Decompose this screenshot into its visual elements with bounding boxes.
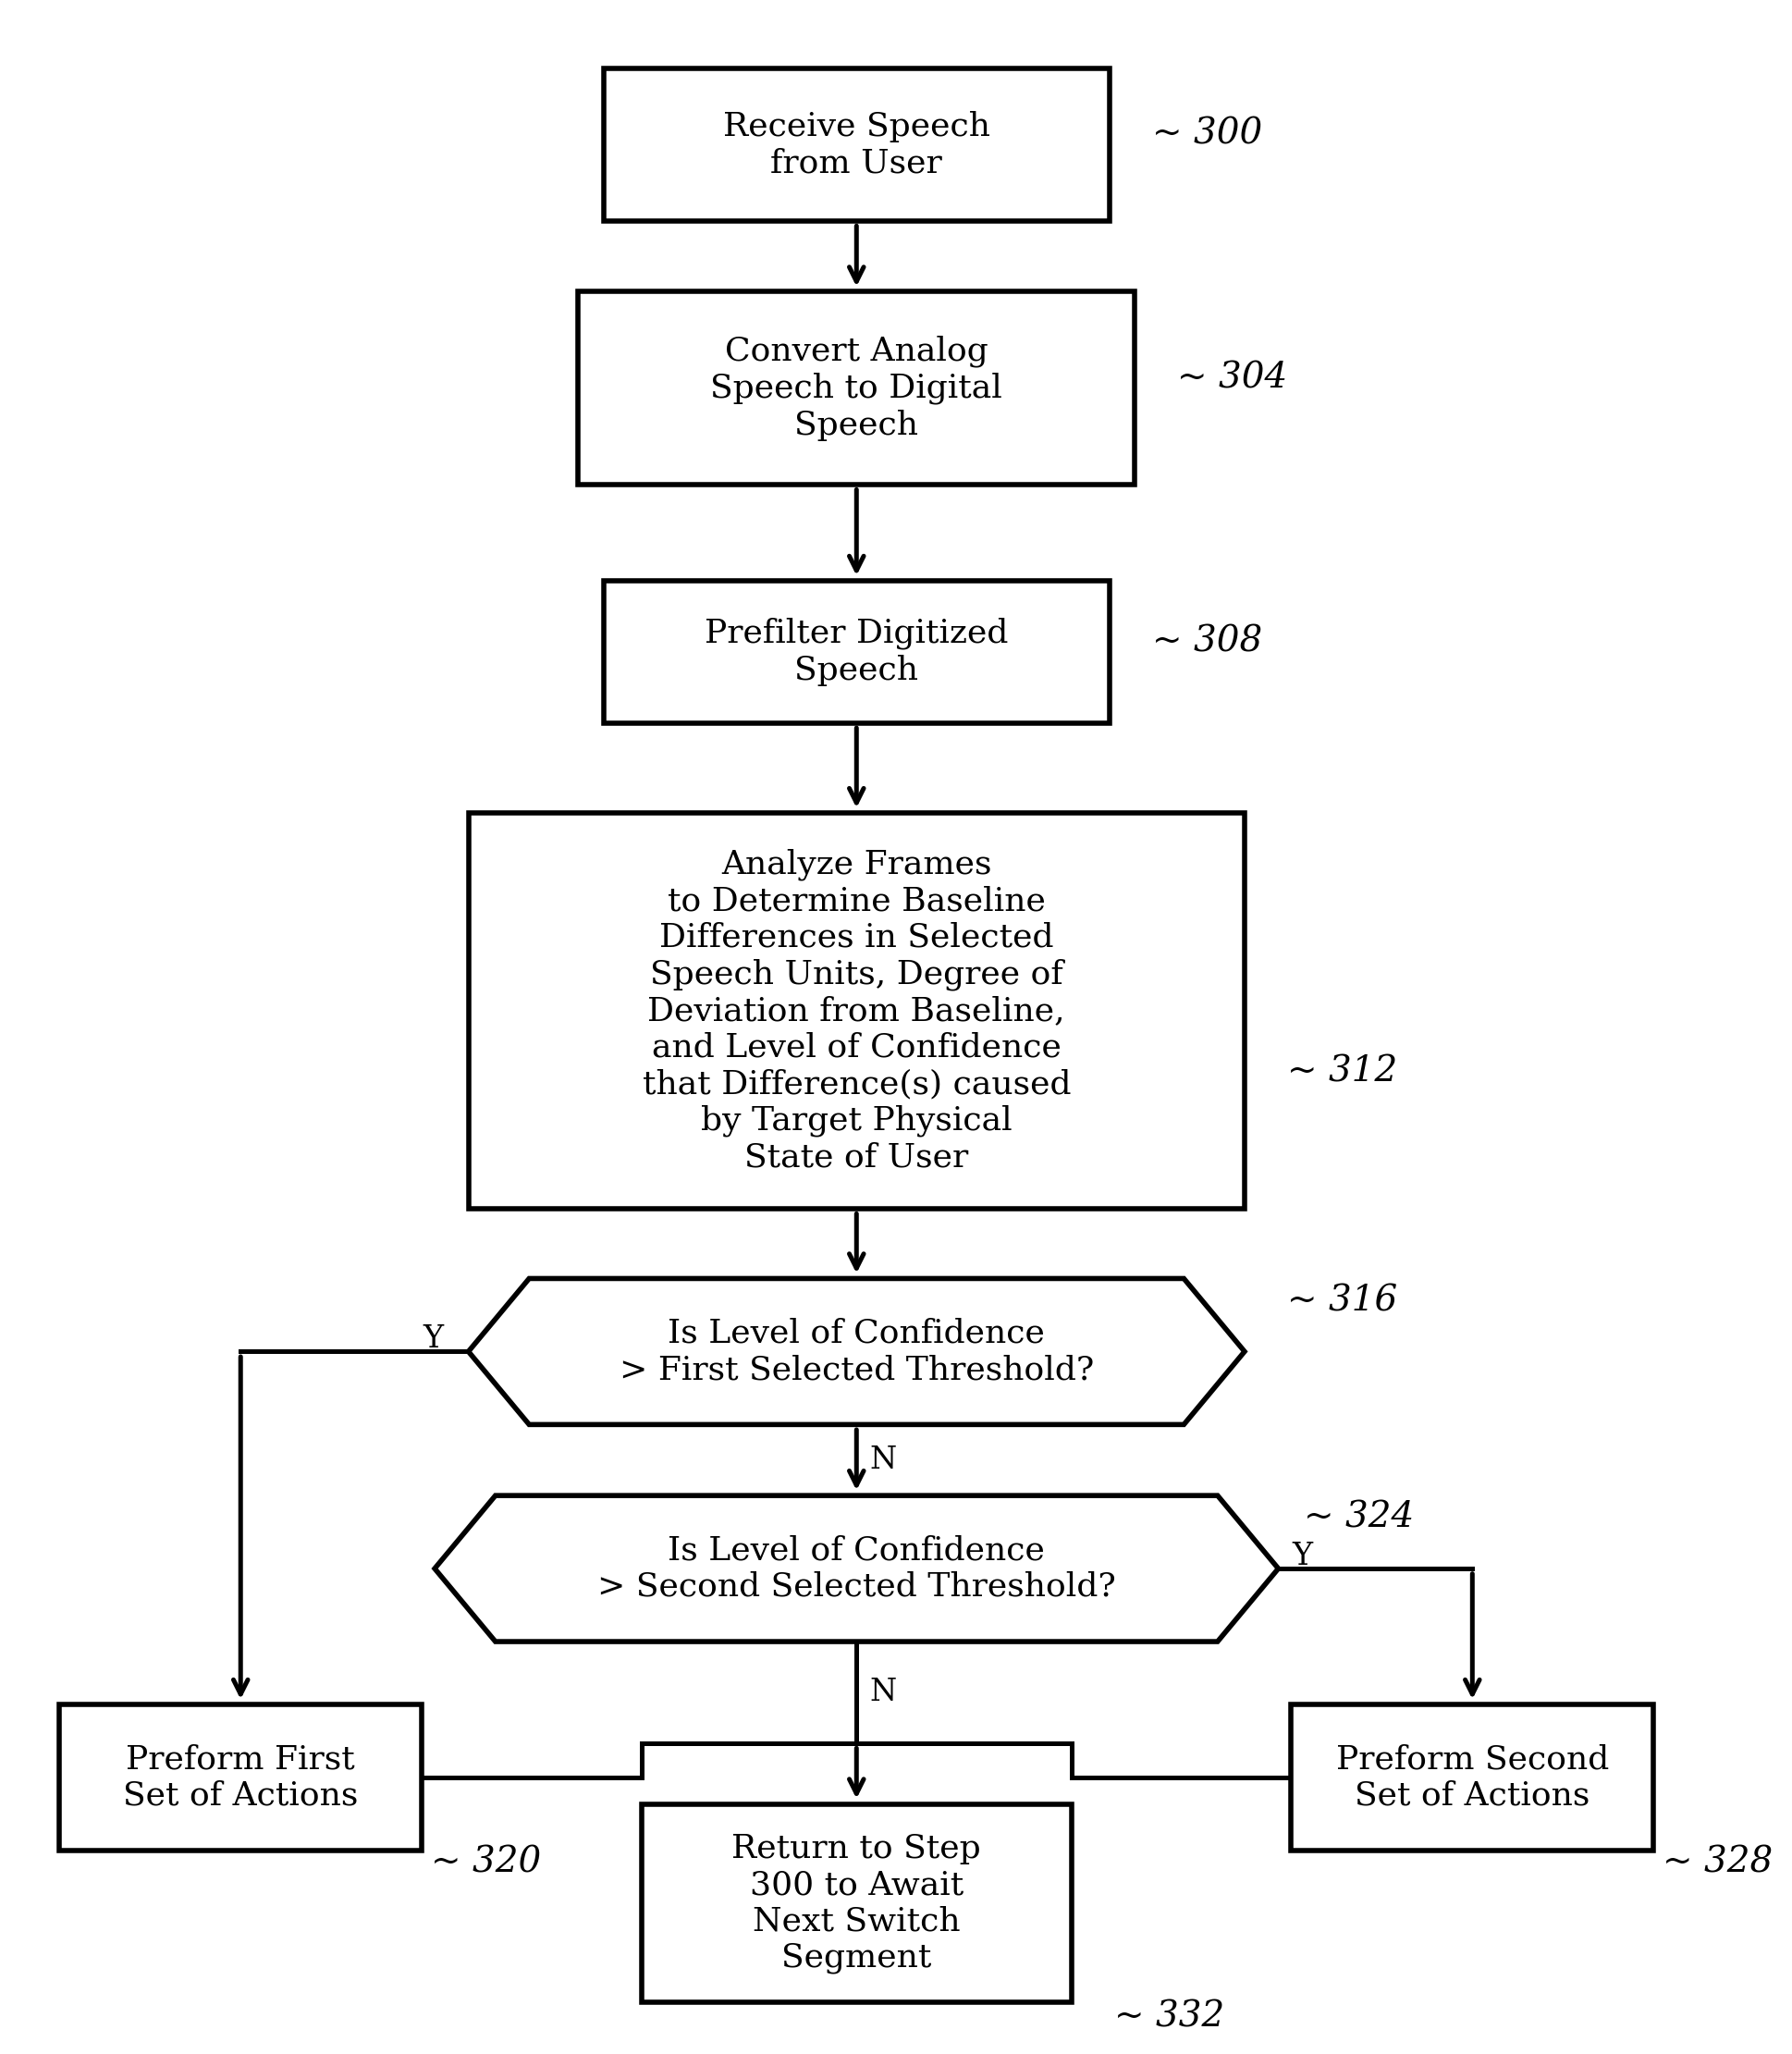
Text: ~ 308: ~ 308 [1152,624,1262,659]
Text: Preform First
Set of Actions: Preform First Set of Actions [124,1744,358,1812]
Text: N: N [869,1446,898,1475]
Text: ~ 304: ~ 304 [1177,362,1287,394]
Text: ~ 320: ~ 320 [430,1847,541,1879]
Text: ~ 316: ~ 316 [1287,1284,1398,1319]
Text: Preform Second
Set of Actions: Preform Second Set of Actions [1335,1744,1609,1812]
FancyBboxPatch shape [579,292,1134,485]
Text: Y: Y [1292,1543,1312,1571]
Text: Analyze Frames
to Determine Baseline
Differences in Selected
Speech Units, Degre: Analyze Frames to Determine Baseline Dif… [642,848,1072,1173]
Text: Is Level of Confidence
> First Selected Threshold?: Is Level of Confidence > First Selected … [620,1317,1093,1386]
FancyBboxPatch shape [604,581,1109,723]
FancyBboxPatch shape [642,1803,1072,2003]
Text: ~ 332: ~ 332 [1115,2001,1224,2033]
Text: Convert Analog
Speech to Digital
Speech: Convert Analog Speech to Digital Speech [710,335,1002,442]
Text: Receive Speech
from User: Receive Speech from User [722,111,991,179]
Text: ~ 324: ~ 324 [1303,1501,1414,1534]
FancyBboxPatch shape [1290,1705,1654,1851]
FancyBboxPatch shape [468,813,1245,1208]
FancyBboxPatch shape [59,1705,421,1851]
Text: ~ 312: ~ 312 [1287,1054,1398,1089]
Text: ~ 300: ~ 300 [1152,117,1262,152]
Polygon shape [468,1278,1245,1425]
FancyBboxPatch shape [604,68,1109,220]
Text: N: N [869,1678,898,1707]
Polygon shape [435,1495,1278,1641]
Text: Return to Step
300 to Await
Next Switch
Segment: Return to Step 300 to Await Next Switch … [731,1832,982,1974]
Text: ~ 328: ~ 328 [1663,1847,1772,1879]
Text: Y: Y [423,1325,443,1354]
Text: Is Level of Confidence
> Second Selected Threshold?: Is Level of Confidence > Second Selected… [597,1534,1116,1602]
Text: Prefilter Digitized
Speech: Prefilter Digitized Speech [704,618,1009,686]
